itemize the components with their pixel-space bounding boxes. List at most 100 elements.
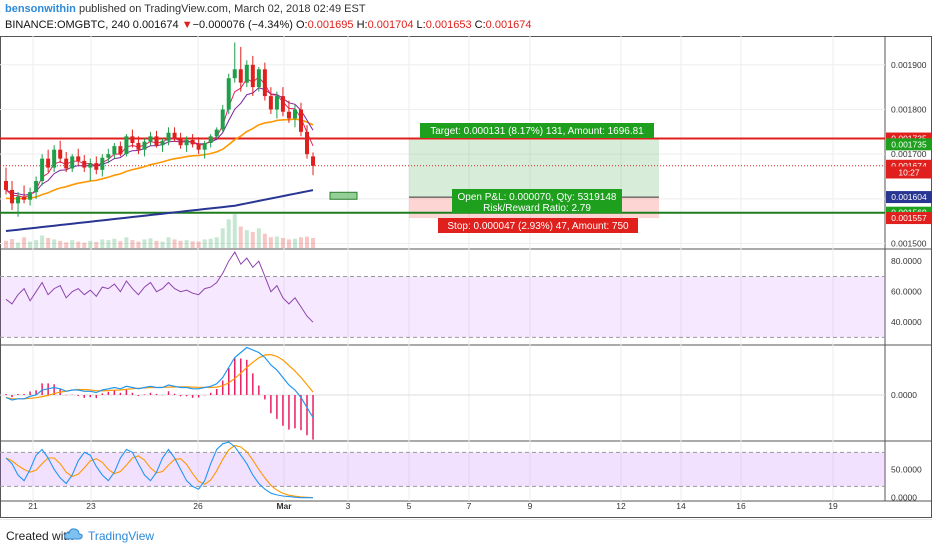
candle-body (76, 156, 81, 161)
time-axis-tick-label: 7 (467, 501, 472, 511)
candle-body (70, 156, 75, 169)
stoch-d-line (5, 444, 314, 499)
volume-bar (250, 231, 255, 248)
time-axis-tick-label: 19 (828, 501, 838, 511)
price-tag-label: 0.001557 (891, 213, 927, 223)
volume-bar (16, 242, 21, 248)
volume-bar (34, 240, 39, 248)
volume-bar (292, 238, 297, 248)
pnl-label-box (452, 189, 622, 213)
volume-bar (298, 237, 303, 248)
candle-body (311, 156, 316, 166)
volume-bar (76, 241, 81, 248)
price-tag (886, 166, 932, 179)
ema-mid-line (5, 87, 314, 196)
candle-body (112, 146, 117, 155)
price-axis-tick-label: 0.001500 (891, 239, 927, 249)
candle-body (178, 138, 183, 146)
price-axis-tick-label: 0.001700 (891, 149, 927, 159)
change-down-icon: ▼ (181, 19, 193, 31)
volume-bar (100, 239, 105, 248)
target-zone (409, 138, 659, 198)
volume-bar (178, 240, 183, 248)
volume-bar (311, 237, 316, 248)
stop-label-box (438, 218, 638, 233)
price-change: −0.000076 (−4.34%) (192, 19, 293, 31)
volume-bar (130, 240, 135, 248)
ema-slow-line (5, 118, 314, 200)
created-with-text: Created with (6, 529, 74, 543)
candle-body (298, 109, 303, 132)
time-axis-tick-label: 12 (616, 501, 626, 511)
candle-body (4, 180, 8, 190)
entry-marker (329, 191, 358, 200)
candle-body (82, 160, 87, 168)
candle-body (268, 96, 273, 110)
symbol-label: BINANCE:OMGBTC, 240 (5, 19, 130, 31)
candle-body (16, 196, 21, 204)
rsi-axis-tick-label: 40.0000 (891, 317, 922, 327)
candle-body (22, 196, 27, 200)
candle-body (64, 158, 69, 169)
candle-body (280, 96, 285, 112)
footer: Created with TradingView (0, 519, 932, 551)
volume-bar (166, 237, 171, 248)
candle-body (10, 189, 15, 204)
price-tag (886, 138, 932, 151)
trading-chart[interactable]: 21 23 26 Mar 3 5 7 9 12 14 16 19 0.001900 0.001800 0.0… (0, 36, 932, 519)
volume-bar (196, 241, 201, 248)
candle-body (286, 111, 291, 119)
candle-body (214, 129, 219, 137)
volume-bar (208, 238, 213, 248)
time-axis-tick-label: 26 (193, 501, 203, 511)
macd-axis-tick-label: 0.0000 (891, 390, 917, 400)
last-price: 0.001674 (132, 19, 179, 31)
candle-body (136, 143, 141, 150)
volume-bar (64, 242, 69, 248)
volume-bar (136, 241, 141, 248)
candle-body (190, 139, 195, 145)
candle-body (130, 136, 135, 143)
author-name[interactable]: bensonwithin (5, 3, 76, 15)
time-axis-tick-label: 9 (528, 501, 533, 511)
candle-body (106, 154, 111, 158)
price-tag (886, 212, 932, 225)
symbol-info: BINANCE:OMGBTC, 240 0.001674 ▼−0.000076 … (5, 19, 532, 31)
candle-body (202, 143, 207, 150)
candle-body (142, 141, 147, 150)
candle-body (172, 132, 177, 139)
volume-bar (202, 239, 207, 248)
candle-body (52, 149, 57, 168)
price-tag-label: 0.001674 (891, 161, 927, 171)
candle-body (100, 157, 105, 170)
volume-bar (220, 228, 225, 248)
time-axis-tick-label: 21 (28, 501, 38, 511)
candle-body (40, 158, 45, 181)
volume-bar (148, 238, 153, 248)
time-axis-tick-label: 3 (346, 501, 351, 511)
publish-info: bensonwithin published on TradingView.co… (5, 3, 366, 15)
rsi-axis-tick-label: 60.0000 (891, 287, 922, 297)
pnl-label: Open P&L: 0.000070, Qty: 5319148 (457, 192, 616, 203)
volume-bar (142, 239, 147, 248)
ratio-label: Risk/Reward Ratio: 2.79 (483, 203, 591, 214)
target-label: Target: 0.000131 (8.17%) 131, Amount: 16… (430, 126, 644, 137)
volume-bar (226, 219, 231, 248)
volume-bar (118, 241, 123, 248)
volume-bar (40, 235, 45, 248)
time-axis-tick-label: 14 (676, 501, 686, 511)
tradingview-brand[interactable]: TradingView (88, 529, 155, 543)
volume-bar (94, 241, 99, 248)
candle-body (292, 109, 297, 119)
price-tag-label: 10:27 (898, 167, 920, 177)
volume-bar (88, 240, 93, 248)
volume-bar (4, 240, 8, 248)
tradingview-cloud-icon[interactable] (64, 526, 84, 542)
stoch-axis-tick-label: 0.0000 (891, 493, 917, 503)
target-label-box (420, 123, 654, 138)
volume-bar (82, 242, 87, 248)
candle-body (118, 146, 123, 155)
candle-body (220, 109, 225, 130)
time-axis-tick-label: Mar (276, 501, 292, 511)
candle-body (274, 96, 279, 110)
